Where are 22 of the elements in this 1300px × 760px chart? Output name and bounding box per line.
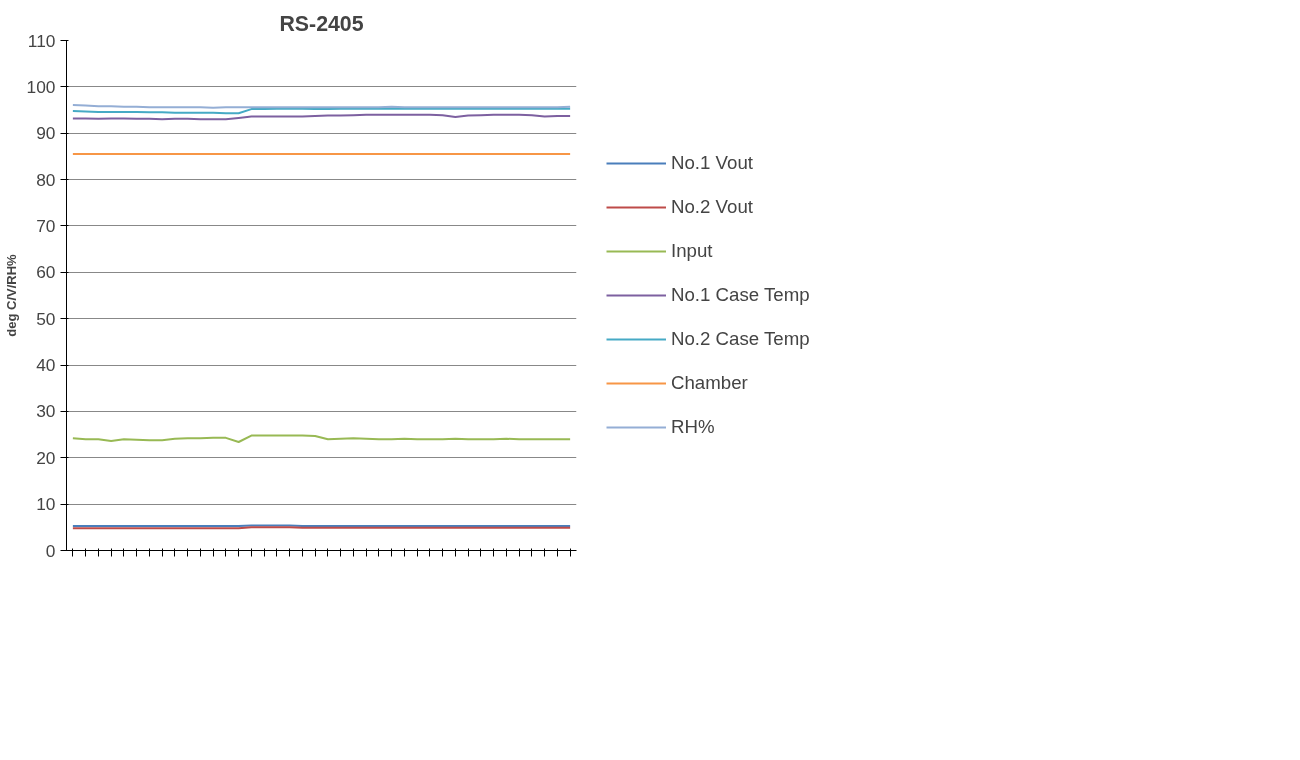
legend-label: No.1 Vout <box>671 152 753 174</box>
legend-label: Chamber <box>671 372 748 394</box>
y-tick-label: 50 <box>36 308 56 329</box>
y-tick-label: 100 <box>26 76 56 97</box>
y-tick-label: 110 <box>27 30 56 51</box>
legend-label: RH% <box>671 416 715 438</box>
y-tick-label: 90 <box>36 123 56 144</box>
y-tick-label: 60 <box>36 262 56 283</box>
y-tick-label: 10 <box>36 494 56 515</box>
legend-label: No.1 Case Temp <box>671 284 810 306</box>
line-series <box>71 434 572 444</box>
y-tick-label: 80 <box>36 169 56 190</box>
y-tick-label: 70 <box>36 215 56 236</box>
y-tick-label: 20 <box>36 447 56 468</box>
y-tick-label: 40 <box>36 355 56 376</box>
y-axis-title: deg C/V/RH% <box>3 253 19 337</box>
chart-title: RS-2405 <box>279 11 364 36</box>
legend-label: No.2 Case Temp <box>671 328 810 350</box>
legend-label: No.2 Vout <box>671 196 753 218</box>
legend-label: Input <box>671 240 713 262</box>
y-tick-label: 0 <box>45 540 56 561</box>
y-tick-label: 30 <box>36 401 56 422</box>
